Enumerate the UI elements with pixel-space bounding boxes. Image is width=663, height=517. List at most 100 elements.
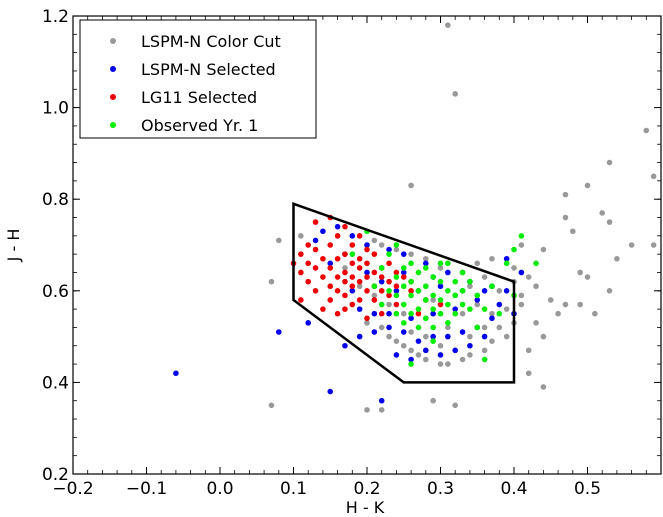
data-point [327,260,334,267]
data-point [467,352,473,358]
y-tick-label: 0.6 [42,282,69,302]
data-point [408,182,414,189]
data-point [393,292,400,299]
data-point [445,333,451,340]
data-point [364,320,370,326]
data-point [334,274,341,280]
data-point [386,310,392,317]
x-tick-label: −0.2 [52,479,93,499]
data-point [533,260,539,267]
data-point [459,269,466,276]
data-point [268,402,275,409]
data-point [371,269,378,276]
data-point [452,91,459,97]
data-point [312,265,319,271]
data-point [393,288,400,294]
data-point [386,292,392,299]
data-point [305,242,312,248]
data-point [378,274,385,280]
data-point [378,301,385,308]
data-point [327,283,334,290]
data-point [349,283,356,290]
data-point [312,288,319,294]
data-point [371,251,378,257]
legend-marker [110,66,116,72]
data-point [378,324,385,331]
data-point [496,324,503,331]
data-point [562,214,569,221]
data-point [393,242,400,248]
data-point [437,260,444,267]
data-point [511,246,517,253]
series-0 [268,22,657,413]
data-point [481,333,488,340]
data-point [437,283,444,290]
data-point [467,283,473,290]
data-point [459,356,466,363]
data-point [415,310,422,317]
data-point [364,288,370,294]
x-tick-label: 0.3 [427,479,454,499]
data-point [386,324,392,331]
data-point [408,347,414,354]
data-point [437,361,444,367]
data-point [489,310,495,317]
data-point [437,310,444,317]
data-point [364,274,370,280]
data-point [320,255,326,262]
data-point [467,333,473,340]
data-point [452,402,459,409]
data-point [305,278,312,285]
data-point [423,347,429,354]
data-point [423,260,429,267]
y-tick-label: 1.2 [42,7,69,27]
data-point [423,333,429,340]
data-point [503,255,510,262]
legend: LSPM-N Color Cut LSPM-N Selected LG11 Sele… [79,19,317,139]
data-point [349,251,356,257]
data-point [349,288,356,294]
data-point [511,265,517,271]
data-point [503,306,510,312]
data-point [437,342,444,349]
data-point [298,269,304,276]
data-point [408,251,414,257]
x-tick-label: 0.1 [280,479,307,499]
data-point [378,310,385,317]
data-point [540,384,547,390]
data-point [356,333,363,340]
data-point [378,397,385,404]
data-point [342,265,348,271]
data-point [430,306,436,312]
data-point [386,251,392,257]
data-point [349,274,356,280]
legend-box [79,19,317,139]
data-point [356,255,363,262]
data-point [305,260,312,267]
series-3 [349,228,539,367]
data-point [327,265,334,271]
data-point [298,251,304,257]
data-point [371,329,378,335]
data-point [584,182,591,189]
legend-label: Observed Yr. 1 [141,116,258,135]
data-point [481,324,488,331]
data-point [606,288,613,294]
data-point [408,278,414,285]
data-point [496,288,503,294]
legend-marker [110,38,116,44]
data-point [312,219,319,225]
data-point [364,315,370,322]
data-point [423,297,429,303]
data-point [540,246,547,253]
legend-marker [110,94,116,100]
data-point [356,278,363,285]
data-point [415,338,422,344]
data-point [445,288,451,294]
data-point [592,310,598,317]
data-point [525,370,532,377]
data-point [305,320,312,326]
data-point [445,22,451,28]
data-point [650,242,657,248]
